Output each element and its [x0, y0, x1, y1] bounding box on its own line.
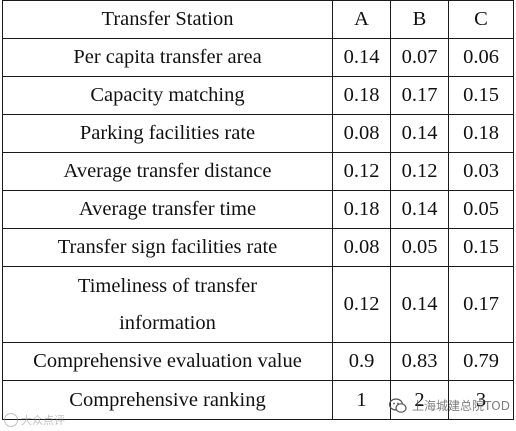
- row-label: Average transfer time: [2, 190, 333, 229]
- value-cell: 1: [332, 380, 391, 420]
- value-cell: 0.83: [390, 342, 449, 381]
- table-row: Capacity matching 0.18 0.17 0.15: [2, 76, 514, 115]
- value-cell: 0.08: [332, 114, 391, 153]
- value-cell: 0.03: [448, 152, 514, 191]
- row-label: Parking facilities rate: [2, 114, 333, 153]
- value-cell: 0.9: [332, 342, 391, 381]
- row-label: Comprehensive evaluation value: [2, 342, 333, 381]
- value-cell: 0.14: [390, 190, 449, 229]
- watermark-right: 上海城建总院TOD: [388, 397, 510, 414]
- circle-logo-icon: [4, 413, 18, 427]
- row-label: Comprehensive ranking: [2, 380, 333, 420]
- value-cell: 3: [448, 380, 514, 420]
- table-row: Average transfer time 0.18 0.14 0.05: [2, 190, 514, 229]
- value-cell: 0.08: [332, 228, 391, 267]
- table-row: Average transfer distance 0.12 0.12 0.03: [2, 152, 514, 191]
- value-cell: 0.06: [448, 38, 514, 77]
- value-cell: 0.15: [448, 228, 514, 267]
- row-label: Capacity matching: [2, 76, 333, 115]
- value-cell: 0.15: [448, 76, 514, 115]
- row-label: Transfer sign facilities rate: [2, 228, 333, 267]
- wechat-icon: [388, 397, 407, 414]
- value-cell: 0.12: [332, 266, 391, 343]
- row-label: Per capita transfer area: [2, 38, 333, 77]
- value-cell: 0.14: [390, 266, 449, 343]
- watermark-left: 大众点评: [4, 412, 65, 428]
- table-row: Parking facilities rate 0.08 0.14 0.18: [2, 114, 514, 153]
- value-cell: 0.05: [448, 190, 514, 229]
- header-cell: A: [332, 0, 391, 39]
- value-cell: 0.14: [332, 38, 391, 77]
- header-cell: C: [448, 0, 514, 39]
- value-cell: 0.17: [390, 76, 449, 115]
- value-cell: 0.18: [332, 76, 391, 115]
- value-cell: 0.18: [448, 114, 514, 153]
- value-cell: 0.79: [448, 342, 514, 381]
- table-row: Transfer sign facilities rate 0.08 0.05 …: [2, 228, 514, 267]
- value-cell: 0.14: [390, 114, 449, 153]
- value-cell: 0.12: [332, 152, 391, 191]
- value-cell: 0.18: [332, 190, 391, 229]
- row-label: Timeliness of transfer information: [2, 266, 333, 343]
- value-cell: 0.17: [448, 266, 514, 343]
- value-cell: 0.07: [390, 38, 449, 77]
- row-label: Average transfer distance: [2, 152, 333, 191]
- table-row: Timeliness of transfer information 0.12 …: [2, 266, 514, 343]
- table-row: Per capita transfer area 0.14 0.07 0.06: [2, 38, 514, 77]
- evaluation-table: Transfer Station A B C Per capita transf…: [2, 0, 514, 420]
- header-cell: B: [390, 0, 449, 39]
- header-cell: Transfer Station: [2, 0, 333, 39]
- value-cell: 0.12: [390, 152, 449, 191]
- watermark-right-text: 上海城建总院TOD: [411, 399, 510, 413]
- row-label-line: Timeliness of transfer: [77, 274, 258, 297]
- row-label-line: information: [119, 311, 216, 334]
- watermark-left-text: 大众点评: [21, 414, 65, 427]
- value-cell: 0.05: [390, 228, 449, 267]
- header-row: Transfer Station A B C: [2, 0, 514, 39]
- table-row: Comprehensive evaluation value 0.9 0.83 …: [2, 342, 514, 381]
